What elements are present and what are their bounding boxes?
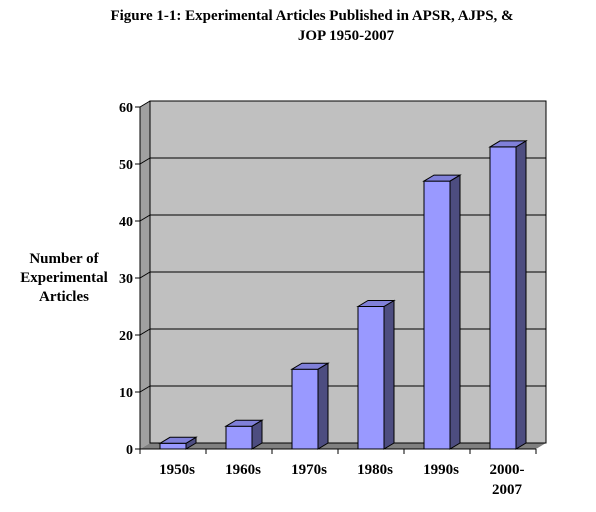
bar: [488, 140, 528, 450]
bar-front: [291, 368, 319, 450]
chart-title-line-2: JOP 1950-2007: [297, 28, 395, 44]
x-tick-label: 2007: [492, 482, 523, 498]
bar-front: [423, 180, 451, 450]
bar-top: [356, 300, 396, 307]
plot-wall-outline: [149, 100, 547, 444]
bar-front: [225, 425, 253, 450]
y-tick-label: 10: [119, 386, 133, 401]
y-tick-label: 0: [126, 443, 133, 458]
chart-title: Figure 1-1: Experimental Articles Publis…: [0, 6, 596, 46]
gridline-depth: [139, 385, 151, 393]
gridline-depth: [139, 328, 151, 336]
bar-front: [357, 306, 385, 450]
bar-top: [158, 436, 198, 444]
y-axis-label-line-1: Number of: [29, 251, 99, 267]
y-tick-label: 60: [119, 101, 133, 116]
bar-side: [449, 174, 461, 450]
bar: [356, 299, 396, 450]
gridline-depth: [139, 157, 151, 165]
x-tick-label: 2000-: [490, 462, 525, 478]
y-axis-label-line-2: Experimental: [20, 270, 108, 286]
x-tick-label: 1950s: [159, 462, 195, 478]
y-axis-label-line-3: Articles: [39, 289, 89, 305]
y-tick-label: 40: [119, 215, 133, 230]
bar: [290, 362, 330, 450]
y-tick-label: 20: [119, 329, 133, 344]
x-tick-label: 1960s: [225, 462, 261, 478]
bar-side: [383, 299, 395, 450]
bar-side: [515, 140, 527, 450]
gridline-depth: [139, 100, 151, 108]
bar-front: [489, 146, 517, 450]
gridline-depth: [139, 271, 151, 279]
bar-top: [224, 419, 264, 427]
gridline-depth: [139, 214, 151, 222]
bar-top: [422, 174, 462, 182]
plot-floor: [140, 443, 546, 449]
x-tick-label: 1990s: [423, 462, 459, 478]
bar: [158, 436, 198, 450]
bar-top: [488, 140, 528, 148]
x-tick-label: 1970s: [291, 462, 327, 478]
x-tick-label: 1980s: [357, 462, 393, 478]
y-axis-label: Number of Experimental Articles: [14, 250, 114, 307]
chart-title-line-1: Figure 1-1: Experimental Articles Publis…: [110, 8, 514, 24]
bar: [224, 419, 264, 450]
bar-side: [317, 362, 329, 450]
bar-top: [290, 362, 330, 370]
bar: [422, 174, 462, 450]
bar-front: [159, 442, 187, 450]
y-tick-label: 50: [119, 158, 133, 173]
y-tick-label: 30: [119, 272, 133, 287]
